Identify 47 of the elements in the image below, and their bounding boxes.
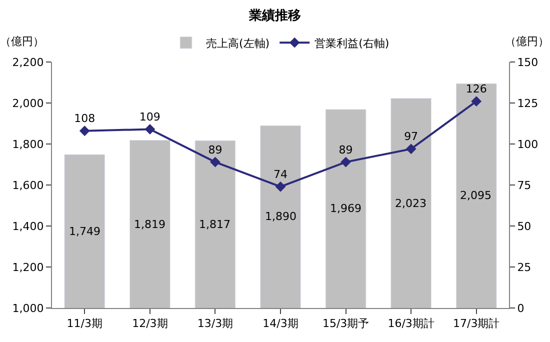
legend-label: 営業利益(右軸) — [314, 36, 390, 50]
data-label: 126 — [466, 82, 487, 96]
data-label: 1,749 — [69, 225, 100, 238]
legend-label: 売上高(左軸) — [206, 36, 270, 50]
data-label: 2,023 — [395, 197, 426, 210]
data-label: 97 — [404, 130, 418, 144]
data-label: 2,095 — [460, 189, 492, 202]
point — [144, 124, 156, 134]
y-tick-label: 1,600 — [12, 178, 44, 192]
point — [471, 96, 482, 107]
point — [406, 144, 416, 154]
point — [79, 126, 90, 136]
data-label: 109 — [139, 110, 160, 124]
y-tick-label: 2,200 — [12, 56, 44, 69]
y2-tick-label: 100 — [517, 138, 538, 151]
y2-tick-label: 75 — [517, 178, 532, 192]
y2-tick-label: 125 — [517, 96, 538, 110]
y-tick-label: 1,800 — [12, 138, 44, 151]
data-label: 89 — [208, 143, 222, 156]
point — [210, 156, 220, 168]
data-label: 89 — [338, 143, 353, 156]
x-tick-label: 15/3期予 — [322, 317, 370, 330]
x-tick-label: 17/3期計 — [453, 317, 500, 330]
y2-tick-label: 0 — [517, 302, 524, 315]
y-tick-label: 1,400 — [12, 220, 44, 233]
data-label: 1,969 — [330, 202, 362, 215]
y2-tick-label: 150 — [517, 56, 538, 69]
x-tick-label: 13/3期 — [197, 317, 234, 330]
chart-title: 業績推移 — [248, 8, 301, 24]
data-label: 1,890 — [265, 210, 296, 223]
data-label: 74 — [274, 168, 288, 181]
data-label: 1,817 — [199, 218, 230, 231]
y-tick-label: 2,000 — [12, 96, 44, 110]
x-tick-label: 16/3期計 — [388, 317, 434, 330]
y2-tick-label: 50 — [517, 220, 532, 233]
x-tick-label: 14/3期 — [262, 317, 298, 330]
data-label: 108 — [74, 112, 96, 126]
point — [340, 156, 351, 168]
x-tick-label: 12/3期 — [132, 317, 168, 330]
data-label: 1,819 — [134, 218, 166, 231]
y-axis-title: （億円） — [0, 35, 44, 48]
y-tick-label: 1,200 — [12, 260, 44, 274]
x-tick-label: 11/3期 — [66, 317, 102, 330]
y-tick-label: 1,000 — [12, 302, 44, 315]
point — [275, 181, 286, 192]
y2-tick-label: 25 — [517, 260, 532, 274]
y2-axis-title: （億円） — [505, 35, 549, 48]
